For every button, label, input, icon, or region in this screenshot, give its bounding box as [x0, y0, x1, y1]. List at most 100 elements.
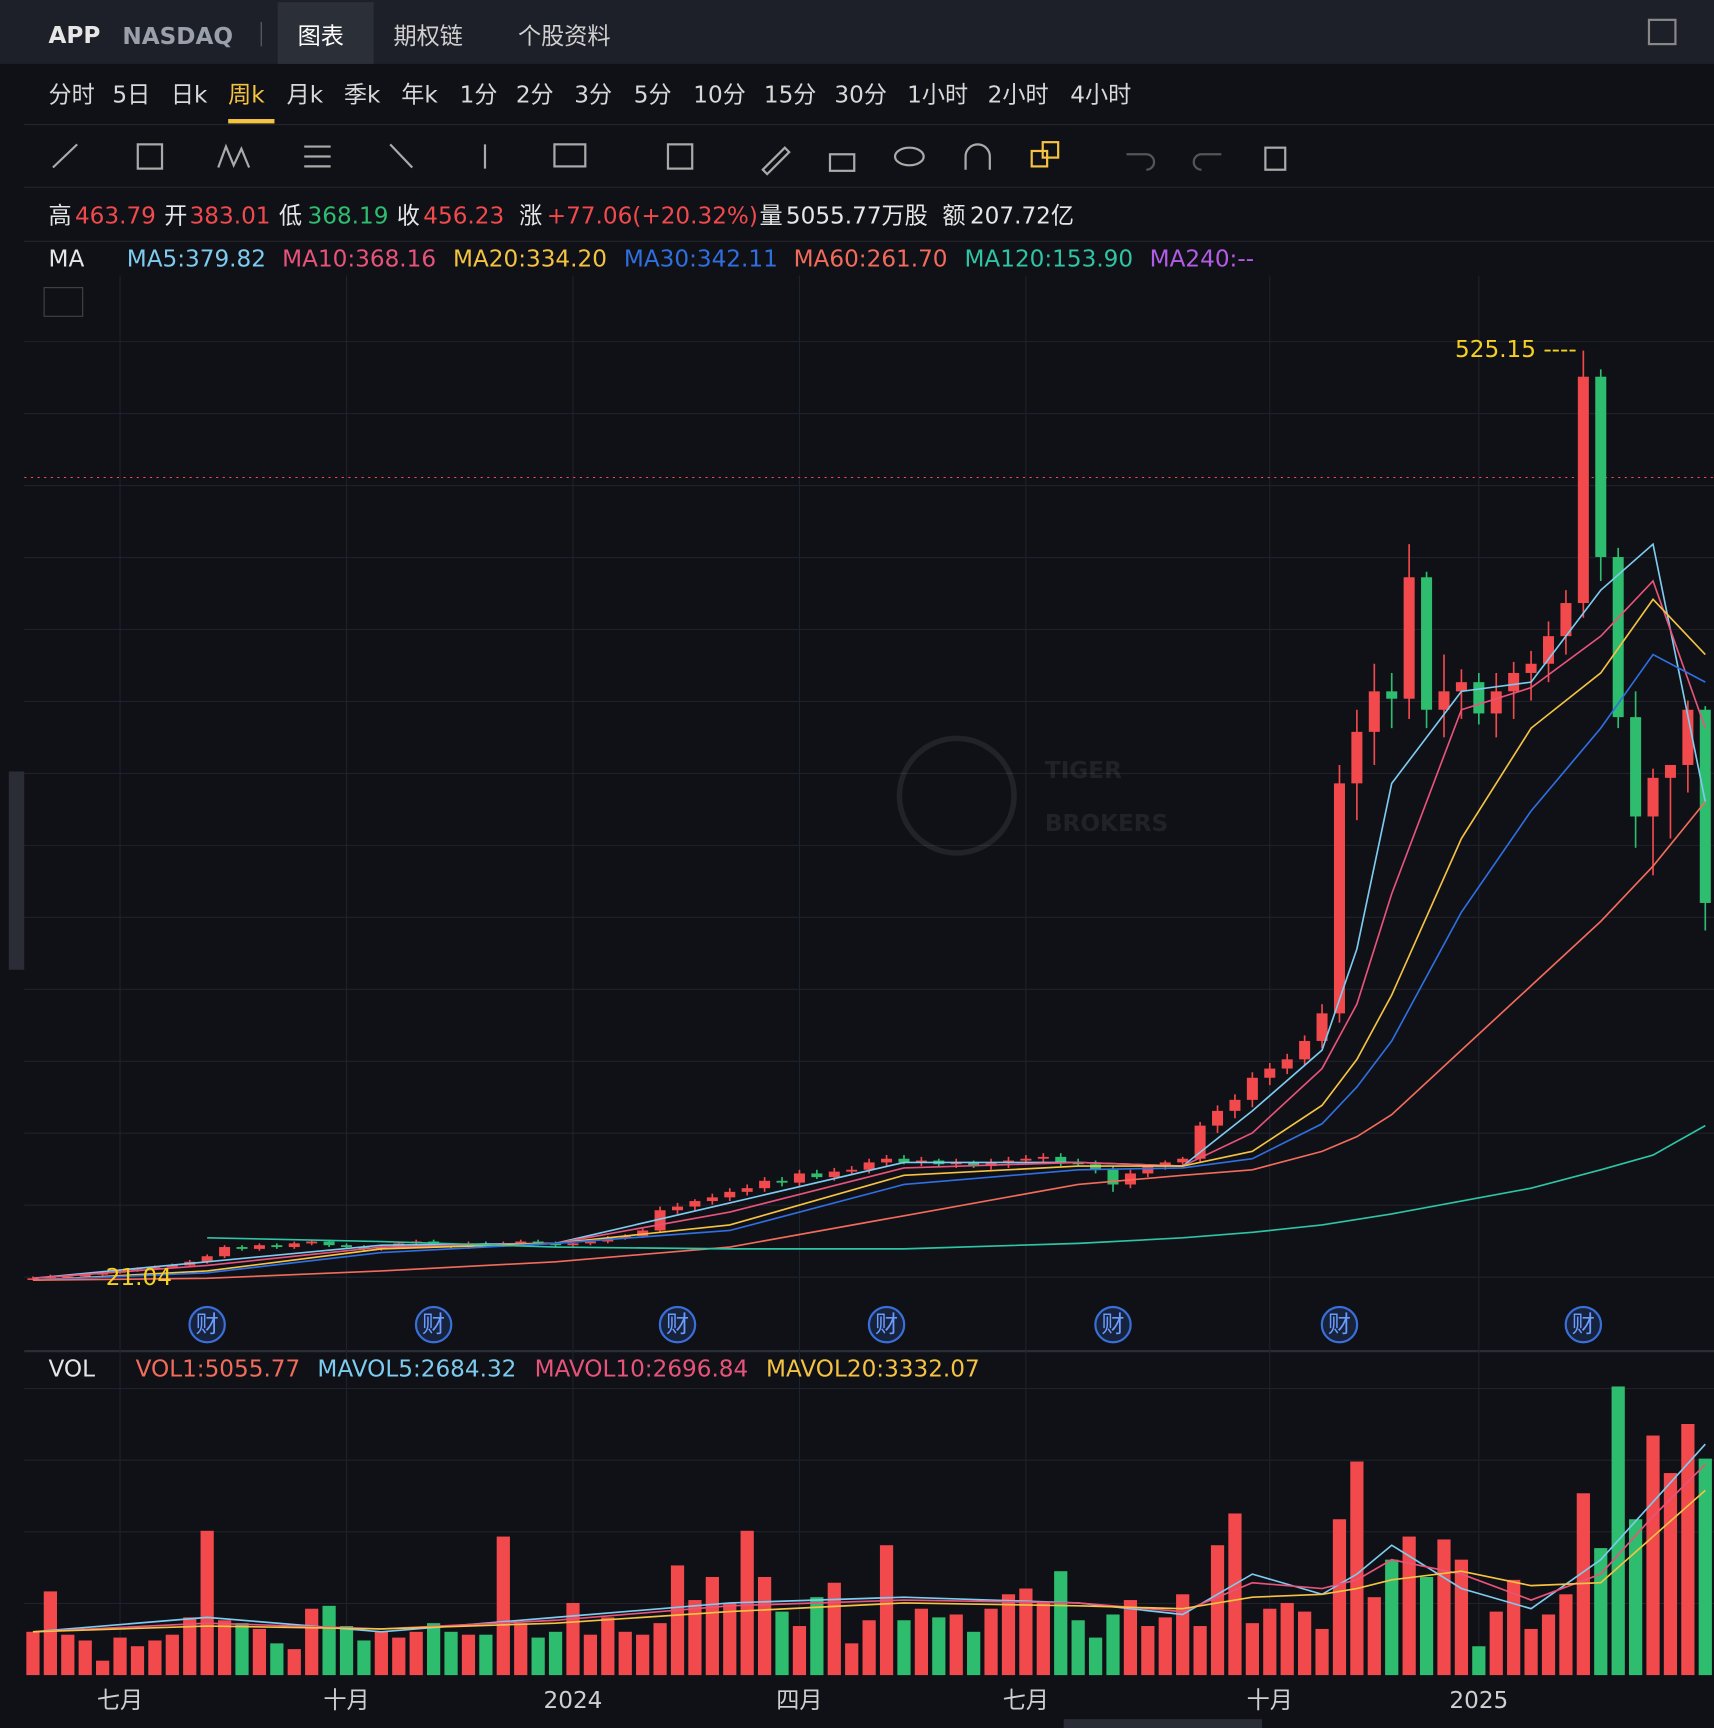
volume-bar — [810, 1597, 824, 1676]
tool-pen[interactable] — [761, 146, 791, 176]
volume-bar — [1228, 1513, 1242, 1676]
ma-legend: MA120:153.90 — [964, 247, 1133, 273]
candle-body — [1386, 691, 1398, 699]
volume-bar — [1367, 1597, 1381, 1676]
earnings-marker[interactable] — [414, 1305, 453, 1344]
volume-bar — [148, 1640, 162, 1676]
volume-bar — [583, 1634, 598, 1676]
volume-bar — [409, 1631, 423, 1676]
volume-bar — [1628, 1519, 1643, 1676]
volume-bar — [235, 1623, 249, 1676]
period[interactable]: 周k — [228, 82, 265, 108]
period[interactable]: 4小时 — [1070, 82, 1131, 108]
tool-delete[interactable] — [1264, 146, 1287, 171]
volume-bar — [1036, 1602, 1050, 1676]
tool-eye[interactable] — [893, 146, 925, 167]
volume-bar — [1489, 1611, 1503, 1676]
vol-ma-legend: MAVOL20:3332.07 — [766, 1356, 980, 1382]
candle-body — [1699, 709, 1711, 903]
period[interactable]: 年k — [401, 82, 438, 108]
earnings-label: 财 — [422, 1312, 445, 1338]
candle-body — [915, 1160, 927, 1163]
tab[interactable]: 期权链 — [394, 24, 463, 50]
watermark-text: BROKERS — [1045, 811, 1168, 837]
collapse-button[interactable] — [43, 287, 84, 317]
vol-ma-line — [32, 1443, 1706, 1633]
period[interactable]: 月k — [287, 82, 324, 108]
period[interactable]: 5日 — [112, 82, 150, 108]
candle-body — [79, 1274, 91, 1277]
earnings-marker[interactable] — [188, 1305, 226, 1344]
tool-lock[interactable] — [828, 153, 856, 172]
period[interactable]: 30分 — [834, 82, 887, 108]
volume-bar — [932, 1617, 946, 1676]
earnings-marker[interactable] — [1094, 1305, 1132, 1344]
volume-bar — [914, 1608, 928, 1676]
candle-body — [1194, 1125, 1206, 1159]
candle-body — [637, 1230, 649, 1237]
volume-bar — [357, 1640, 371, 1676]
period[interactable]: 日k — [171, 82, 208, 108]
tool-redo[interactable] — [1192, 153, 1222, 171]
candle-body — [1351, 731, 1363, 784]
earnings-marker[interactable] — [658, 1305, 697, 1344]
period[interactable]: 季k — [344, 82, 381, 108]
period[interactable]: 5分 — [634, 82, 672, 108]
earnings-label: 财 — [666, 1312, 689, 1338]
candle-body — [1142, 1166, 1154, 1174]
volume-bar — [618, 1631, 632, 1676]
volume-bar — [130, 1646, 145, 1676]
volume-bar — [183, 1617, 197, 1676]
tool-rect[interactable] — [136, 143, 164, 170]
ma-legend: MA10:368.16 — [282, 247, 436, 273]
tool-indicator[interactable] — [666, 143, 694, 170]
volume-bar — [775, 1611, 789, 1676]
icon[interactable] — [1647, 18, 1677, 46]
period[interactable]: 分时 — [48, 82, 94, 108]
candle-body — [323, 1241, 335, 1246]
ma-legend: MA60:261.70 — [794, 247, 948, 273]
volume-bar — [1088, 1637, 1103, 1676]
volume-bar — [949, 1614, 963, 1676]
tool-wave[interactable] — [217, 143, 251, 169]
tool-arrow[interactable] — [389, 143, 414, 169]
tool-line[interactable] — [52, 143, 78, 169]
earnings-marker[interactable] — [1320, 1305, 1359, 1344]
candle-body — [550, 1243, 562, 1246]
earnings-marker[interactable] — [867, 1305, 906, 1344]
tab[interactable]: 个股资料 — [518, 24, 611, 50]
tab[interactable]: 图表 — [298, 24, 344, 50]
volume-bar — [1507, 1579, 1521, 1676]
tool-magnet[interactable] — [964, 143, 991, 170]
earnings-marker[interactable] — [1564, 1305, 1603, 1344]
candle-body — [1212, 1110, 1224, 1126]
volume-bar — [723, 1602, 737, 1676]
volume-bar — [1332, 1519, 1347, 1676]
period[interactable]: 1分 — [460, 82, 498, 108]
candle-body — [166, 1265, 178, 1268]
annotation: 21.04 — [106, 1265, 172, 1291]
candle-body — [1560, 603, 1572, 637]
period[interactable]: 3分 — [574, 82, 612, 108]
vol-ma-legend: MAVOL5:2684.32 — [317, 1356, 516, 1382]
candle-body — [863, 1162, 875, 1170]
candle-body — [776, 1180, 788, 1183]
candle-body — [724, 1191, 736, 1198]
candle-body — [671, 1206, 684, 1211]
volume-bar — [653, 1623, 667, 1676]
period[interactable]: 15分 — [764, 82, 817, 108]
volume-bar — [688, 1600, 702, 1676]
quote-amount: 207.72亿 — [970, 204, 1074, 230]
earnings-label: 财 — [875, 1312, 898, 1338]
side-handle[interactable] — [8, 771, 25, 970]
period[interactable]: 2分 — [516, 82, 554, 108]
period[interactable]: 2小时 — [988, 82, 1049, 108]
tool-undo[interactable] — [1126, 153, 1156, 171]
volume-bar — [217, 1620, 232, 1676]
period[interactable]: 1小时 — [907, 82, 968, 108]
ma-line — [32, 801, 1706, 1281]
tool-text[interactable] — [553, 143, 587, 168]
period[interactable]: 10分 — [693, 82, 746, 108]
volume-bar — [339, 1626, 354, 1676]
scrollbar[interactable] — [1063, 1719, 1263, 1728]
